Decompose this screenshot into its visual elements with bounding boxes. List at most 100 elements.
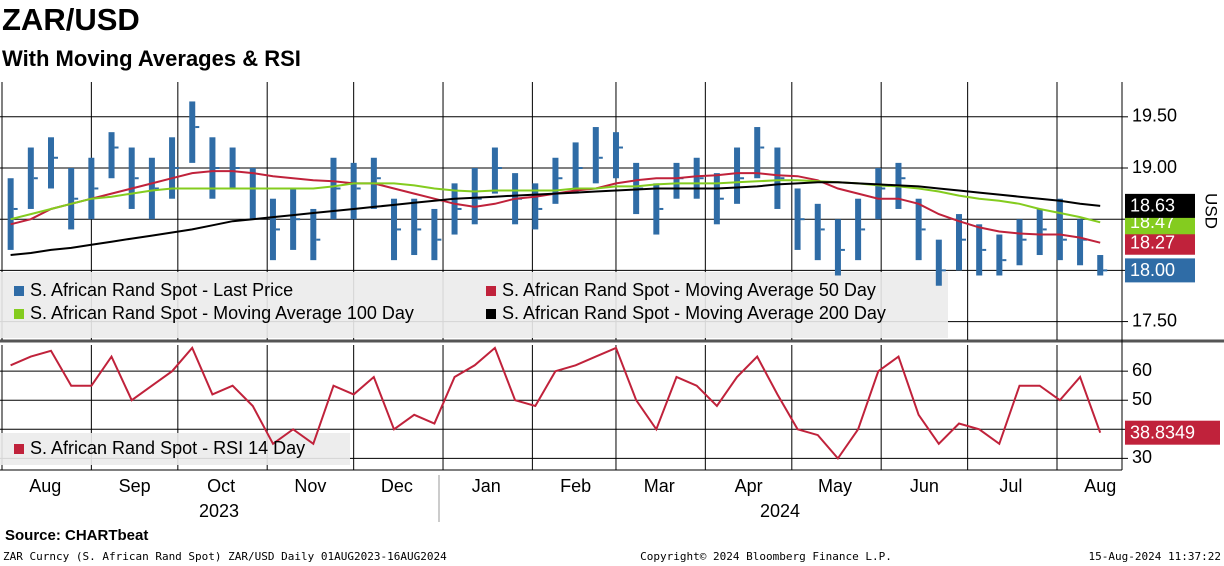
price-bar: [653, 183, 660, 235]
series-line: [10, 181, 1101, 256]
price-bar: [88, 157, 95, 220]
legend-label: S. African Rand Spot - Moving Average 50…: [502, 280, 876, 300]
price-bar: [391, 198, 398, 261]
x-tick-label: Feb: [560, 476, 591, 496]
price-bar: [915, 198, 922, 261]
x-tick-label: Aug: [29, 476, 61, 496]
price-bar: [774, 147, 781, 209]
price-bar: [955, 214, 962, 271]
x-tick-label: Oct: [207, 476, 235, 496]
legend-swatch: [486, 309, 496, 319]
price-bar: [451, 183, 458, 235]
x-tick-label: Nov: [294, 476, 326, 496]
y-tick-label: 19.50: [1132, 106, 1177, 126]
price-bar: [693, 157, 700, 199]
legend-label: S. African Rand Spot - Moving Average 10…: [30, 303, 414, 323]
last-value-label: 18.63: [1130, 196, 1175, 216]
price-bar: [290, 188, 297, 250]
y-tick-label: 19.00: [1132, 157, 1177, 177]
x-tick-label: Aug: [1084, 476, 1116, 496]
last-value-box: [1125, 230, 1195, 255]
price-bar: [148, 157, 155, 220]
legend-label: S. African Rand Spot - Moving Average 20…: [502, 303, 886, 323]
y-tick-label: 60: [1132, 360, 1152, 380]
price-bar: [855, 198, 862, 261]
last-value-label: 18.27: [1130, 232, 1175, 252]
last-value-label: 38.8349: [1130, 422, 1195, 442]
price-bar: [491, 147, 498, 194]
price-bar: [7, 178, 14, 250]
price-bar: [996, 234, 1003, 276]
chart-title: ZAR/USD: [2, 2, 140, 37]
price-bar: [249, 168, 256, 220]
price-bar: [1056, 198, 1063, 261]
price-bar: [471, 168, 478, 225]
legend-box: [0, 272, 948, 338]
price-bar: [754, 127, 761, 179]
price-bar: [633, 162, 640, 215]
legend-swatch: [14, 309, 24, 319]
legend-swatch: [14, 444, 24, 454]
price-bar: [612, 132, 619, 179]
price-bar: [229, 147, 236, 189]
price-bar: [209, 137, 216, 199]
last-value-label: 18.00: [1130, 260, 1175, 280]
x-tick-label: Jan: [472, 476, 501, 496]
x-tick-label: Jul: [999, 476, 1022, 496]
price-bar: [552, 157, 559, 204]
price-bar: [68, 168, 75, 230]
price-bar: [875, 168, 882, 220]
price-bar: [572, 142, 579, 194]
price-bar: [976, 224, 983, 276]
price-bar: [330, 157, 337, 220]
price-bar: [935, 239, 942, 286]
legend-label: S. African Rand Spot - RSI 14 Day: [30, 438, 305, 458]
source: Source: CHARTbeat: [5, 527, 148, 544]
footer-right: 15-Aug-2024 11:37:22: [1089, 550, 1221, 563]
x-tick-label: Mar: [644, 476, 675, 496]
x-tick-label: Jun: [910, 476, 939, 496]
legend-box: [0, 433, 350, 465]
price-bar: [592, 127, 599, 184]
y-tick-label: 50: [1132, 389, 1152, 409]
legend-label: S. African Rand Spot - Last Price: [30, 280, 293, 300]
x-tick-label: Apr: [735, 476, 763, 496]
price-bar: [431, 208, 438, 261]
price-bar: [411, 198, 418, 256]
last-value-box: [1125, 258, 1195, 283]
price-bar: [834, 219, 841, 276]
price-bar: [189, 101, 196, 163]
price-bar: [1036, 208, 1043, 256]
legend-swatch: [486, 286, 496, 296]
price-bar: [814, 203, 821, 261]
price-bar: [108, 132, 115, 179]
footer-left: ZAR Curncy (S. African Rand Spot) ZAR/US…: [3, 550, 447, 563]
price-bar: [269, 198, 276, 261]
footer-center: Copyright© 2024 Bloomberg Finance L.P.: [640, 550, 892, 563]
price-bar: [532, 183, 539, 230]
x-tick-label: May: [818, 476, 852, 496]
price-bar: [1097, 255, 1104, 276]
legend-swatch: [14, 286, 24, 296]
x-tick-label: Sep: [119, 476, 151, 496]
y-tick-label: 30: [1132, 447, 1152, 467]
price-bar: [713, 173, 720, 225]
y-axis-label: USD: [1202, 193, 1221, 229]
year-label: 2024: [760, 501, 800, 521]
last-value-box: [1125, 193, 1195, 218]
x-tick-label: Dec: [381, 476, 413, 496]
price-bar: [794, 188, 801, 250]
year-label: 2023: [199, 501, 239, 521]
price-bar: [734, 147, 741, 204]
last-value-box: [1125, 420, 1220, 445]
price-bar: [1016, 219, 1023, 266]
price-bar: [48, 137, 55, 189]
price-bar: [169, 137, 176, 199]
series-line: [10, 346, 1102, 461]
price-bar: [350, 162, 357, 220]
price-bar: [310, 208, 317, 261]
price-bar: [27, 147, 34, 209]
series-line: [10, 179, 1101, 224]
chart-subtitle: With Moving Averages & RSI: [2, 46, 301, 71]
